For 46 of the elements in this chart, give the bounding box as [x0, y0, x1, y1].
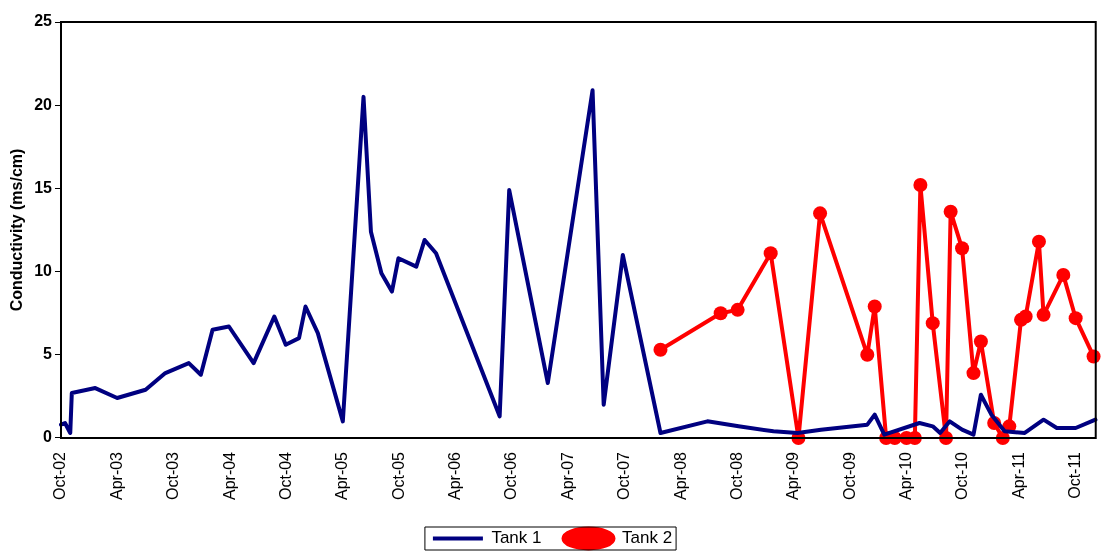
x-tick-label: Oct-05: [389, 451, 407, 500]
point: [860, 347, 875, 362]
x-tick-label: Oct-08: [728, 451, 746, 500]
y-tick-label: 20: [34, 95, 53, 113]
x-tick-label: Apr-07: [558, 451, 576, 501]
legend-label: Tank 2: [622, 528, 673, 548]
y-tick-label: 25: [34, 12, 53, 30]
x-tick-label: Oct-03: [164, 451, 182, 500]
x-tick-label: Apr-08: [671, 451, 689, 501]
y-tick-label: 15: [34, 178, 53, 196]
x-tick-label: Oct-11: [1066, 451, 1084, 499]
y-axis-title: Conductivity (ms/cm): [8, 148, 26, 312]
x-tick-label: Oct-02: [51, 451, 69, 500]
y-tick-label: 0: [43, 428, 53, 446]
y-tick-label: 10: [34, 261, 53, 279]
x-tick-label: Apr-11: [1009, 451, 1027, 499]
point: [730, 302, 745, 317]
point: [943, 204, 958, 219]
x-tick-label: Apr-03: [107, 451, 125, 501]
x-tick-label: Oct-04: [277, 451, 295, 500]
x-tick-label: Apr-10: [896, 451, 914, 501]
point: [653, 342, 668, 357]
point: [913, 178, 928, 193]
point: [1068, 311, 1083, 326]
y-tick-label: 5: [43, 345, 53, 363]
x-tick-label: Apr-04: [220, 451, 238, 501]
x-tick-label: Oct-07: [615, 451, 633, 500]
point: [973, 334, 988, 349]
x-tick-label: Apr-09: [784, 451, 802, 501]
legend-label: Tank 1: [491, 528, 542, 548]
point: [813, 206, 828, 221]
x-tick-label: Oct-10: [953, 451, 971, 500]
point: [713, 306, 728, 321]
point: [955, 241, 970, 256]
point: [1031, 234, 1046, 249]
point: [867, 299, 882, 314]
point: [1056, 267, 1071, 282]
x-tick-label: Oct-06: [502, 451, 520, 500]
point: [925, 316, 940, 331]
point: [966, 366, 981, 381]
point: [1036, 307, 1051, 322]
x-tick-label: Apr-05: [333, 451, 351, 501]
point: [1018, 309, 1033, 324]
x-tick-label: Apr-06: [445, 451, 463, 501]
point: [763, 246, 778, 261]
x-tick-label: Oct-09: [840, 451, 858, 500]
